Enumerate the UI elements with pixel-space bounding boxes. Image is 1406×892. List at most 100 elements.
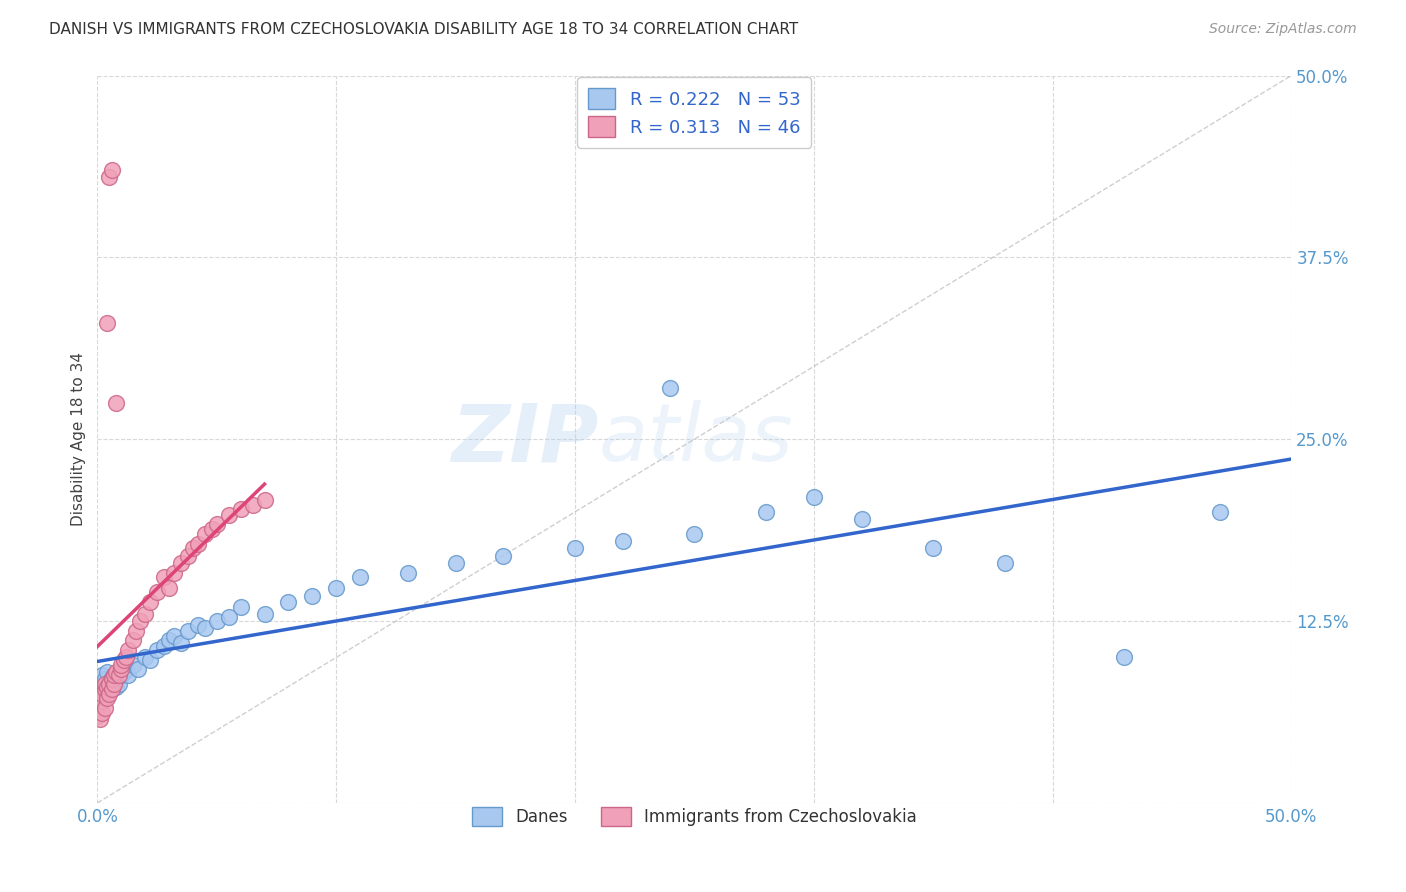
Point bbox=[100, 673, 122, 687]
Point bbox=[325, 581, 347, 595]
Point bbox=[93, 687, 115, 701]
Point bbox=[205, 516, 228, 531]
Point bbox=[93, 673, 115, 687]
Text: Source: ZipAtlas.com: Source: ZipAtlas.com bbox=[1209, 22, 1357, 37]
Point bbox=[100, 671, 122, 685]
Text: atlas: atlas bbox=[599, 401, 793, 478]
Point bbox=[110, 657, 132, 672]
Point bbox=[157, 581, 180, 595]
Point bbox=[134, 607, 156, 621]
Point bbox=[96, 665, 118, 679]
Point bbox=[105, 680, 128, 694]
Point bbox=[117, 668, 139, 682]
Legend: Danes, Immigrants from Czechoslovakia: Danes, Immigrants from Czechoslovakia bbox=[464, 798, 925, 835]
Point bbox=[91, 706, 114, 720]
Point bbox=[242, 498, 264, 512]
Point bbox=[93, 682, 115, 697]
Point bbox=[229, 502, 252, 516]
Point bbox=[187, 618, 209, 632]
Point bbox=[218, 609, 240, 624]
Point bbox=[163, 566, 186, 580]
Point bbox=[301, 590, 323, 604]
Point bbox=[100, 682, 122, 697]
Text: DANISH VS IMMIGRANTS FROM CZECHOSLOVAKIA DISABILITY AGE 18 TO 34 CORRELATION CHA: DANISH VS IMMIGRANTS FROM CZECHOSLOVAKIA… bbox=[49, 22, 799, 37]
Point bbox=[100, 163, 122, 178]
Point bbox=[124, 624, 146, 639]
Point bbox=[139, 653, 162, 667]
Point bbox=[93, 676, 115, 690]
Text: ZIP: ZIP bbox=[451, 401, 599, 478]
Point bbox=[851, 512, 873, 526]
Point bbox=[177, 624, 200, 639]
Point bbox=[98, 687, 121, 701]
Point bbox=[96, 680, 118, 694]
Point bbox=[98, 684, 121, 698]
Point bbox=[105, 673, 128, 687]
Point bbox=[96, 691, 118, 706]
Point bbox=[115, 650, 138, 665]
Point bbox=[683, 526, 706, 541]
Point bbox=[91, 668, 114, 682]
Point bbox=[91, 687, 114, 701]
Point bbox=[349, 570, 371, 584]
Point bbox=[444, 556, 467, 570]
Y-axis label: Disability Age 18 to 34: Disability Age 18 to 34 bbox=[72, 352, 86, 526]
Point bbox=[803, 491, 825, 505]
Point bbox=[153, 639, 176, 653]
Point bbox=[122, 657, 145, 672]
Point bbox=[1114, 650, 1136, 665]
Point bbox=[157, 633, 180, 648]
Point bbox=[100, 681, 122, 695]
Point bbox=[89, 697, 111, 711]
Point bbox=[194, 526, 217, 541]
Point bbox=[187, 537, 209, 551]
Point bbox=[129, 614, 152, 628]
Point bbox=[659, 381, 682, 395]
Point bbox=[492, 549, 515, 563]
Point bbox=[112, 653, 135, 667]
Point bbox=[91, 694, 114, 708]
Point bbox=[922, 541, 945, 556]
Point bbox=[564, 541, 586, 556]
Point bbox=[253, 493, 276, 508]
Point bbox=[163, 629, 186, 643]
Point bbox=[755, 505, 778, 519]
Point bbox=[134, 650, 156, 665]
Point bbox=[105, 665, 128, 679]
Point bbox=[103, 676, 125, 690]
Point bbox=[277, 595, 299, 609]
Point bbox=[181, 541, 204, 556]
Point bbox=[108, 668, 131, 682]
Point bbox=[89, 676, 111, 690]
Point bbox=[153, 570, 176, 584]
Point bbox=[146, 585, 169, 599]
Point bbox=[612, 534, 634, 549]
Point bbox=[170, 636, 193, 650]
Point bbox=[229, 599, 252, 614]
Point bbox=[110, 662, 132, 676]
Point bbox=[89, 691, 111, 706]
Point bbox=[127, 662, 149, 676]
Point bbox=[146, 643, 169, 657]
Point bbox=[86, 701, 108, 715]
Point bbox=[117, 643, 139, 657]
Point bbox=[89, 712, 111, 726]
Point bbox=[218, 508, 240, 522]
Point bbox=[170, 556, 193, 570]
Point bbox=[177, 549, 200, 563]
Point bbox=[205, 614, 228, 628]
Point bbox=[115, 662, 138, 676]
Point bbox=[253, 607, 276, 621]
Point bbox=[93, 701, 115, 715]
Point bbox=[96, 680, 118, 694]
Point bbox=[108, 676, 131, 690]
Point bbox=[122, 633, 145, 648]
Point bbox=[96, 316, 118, 330]
Point bbox=[201, 523, 224, 537]
Point bbox=[98, 676, 121, 690]
Point bbox=[194, 621, 217, 635]
Point bbox=[112, 665, 135, 679]
Point bbox=[105, 396, 128, 410]
Point bbox=[98, 675, 121, 690]
Point bbox=[91, 682, 114, 697]
